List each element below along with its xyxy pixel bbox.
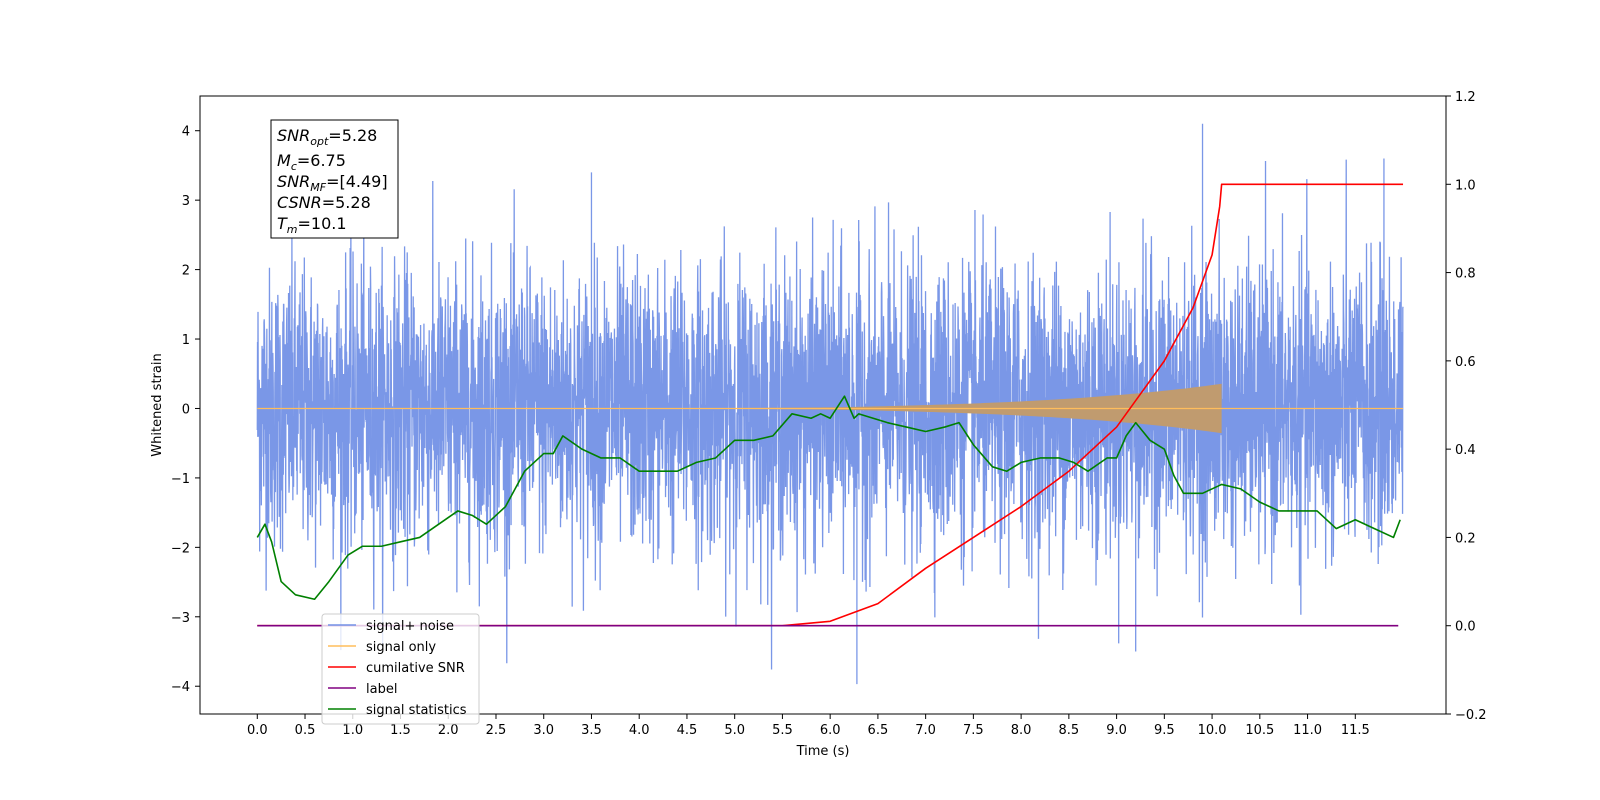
y-tick-label: −3 [171,611,190,626]
legend-label-signal-only: signal only [366,640,436,655]
info-box-frame [270,119,399,239]
y-tick-label: −1 [171,472,190,487]
x-tick-label: 4.5 [677,723,698,738]
plot-frame [199,95,1447,715]
y-tick-label: −2 [171,541,190,556]
x-tick-label: 7.5 [963,723,984,738]
y-tick-label: 0 [182,402,190,417]
info-csnr: CSNR=5.28 [277,193,371,212]
x-tick-label: 1.5 [390,723,411,738]
x-tick-label: 3.0 [533,723,554,738]
y-axis-left: 4 3 2 1 0 −1 −2 −3 −4 [171,125,200,695]
legend-label-cumulative-snr: cumilative SNR [366,661,465,676]
x-tick-label: 4.0 [629,723,650,738]
y-tick-label: 3 [182,194,190,209]
legend-label-signal-noise: signal+ noise [366,619,454,634]
y2-tick-label: 0.2 [1455,531,1476,546]
info-snr-mf: SNRMF=[4.49] [277,172,388,194]
x-tick-label: 9.5 [1154,723,1175,738]
info-box: SNRopt=5.28 Mc=6.75 SNRMF=[4.49] CSNR=5.… [270,119,399,239]
x-tick-label: 0.5 [295,723,316,738]
y2-tick-label: 0.4 [1455,443,1476,458]
series-signal-statistics [256,395,1401,601]
x-axis-label: Time (s) [796,744,850,759]
y-tick-label: 4 [182,125,190,140]
x-tick-label: 7.0 [915,723,936,738]
legend: signal+ noise signal only cumilative SNR… [321,613,480,725]
y-tick-label: 1 [182,333,190,348]
info-tm: Tm=10.1 [277,214,347,236]
y2-tick-label: 1.2 [1455,90,1476,105]
x-tick-label: 6.5 [868,723,889,738]
y-tick-label: −4 [171,680,190,695]
x-tick-label: 0.0 [247,723,268,738]
info-mc: Mc=6.75 [277,151,346,173]
legend-label-signal-statistics: signal statistics [366,703,467,718]
y2-tick-label: 0.6 [1455,355,1476,370]
x-tick-label: 1.0 [342,723,363,738]
x-tick-label: 6.0 [820,723,841,738]
y2-tick-label: 1.0 [1455,178,1476,193]
x-tick-label: 11.5 [1341,723,1370,738]
x-tick-label: 10.0 [1198,723,1227,738]
series-layer [256,123,1404,685]
y-axis-right: 1.2 1.0 0.8 0.6 0.4 0.2 0.0 −0.2 [1446,90,1487,723]
y2-tick-label: 0.8 [1455,267,1476,282]
series-cumulative-snr [257,183,1404,627]
y2-tick-label: −0.2 [1455,708,1487,723]
legend-label-label: label [366,682,397,697]
x-tick-label: 2.5 [486,723,507,738]
legend-frame [321,613,480,725]
y2-tick-label: 0.0 [1455,620,1476,635]
x-tick-label: 5.5 [772,723,793,738]
x-tick-label: 8.5 [1059,723,1080,738]
series-signal-noise [256,123,1404,685]
x-tick-label: 2.0 [438,723,459,738]
x-tick-label: 8.0 [1011,723,1032,738]
y-tick-label: 2 [182,264,190,279]
x-tick-label: 9.0 [1106,723,1127,738]
x-tick-label: 5.0 [724,723,745,738]
x-axis: 0.0 0.5 1.0 1.5 2.0 2.5 3.0 3.5 4.0 4.5 5.0 5.5 6.0 6… [247,714,1370,738]
x-tick-label: 10.5 [1245,723,1274,738]
info-snr-opt: SNRopt=5.28 [277,126,377,148]
x-tick-label: 11.0 [1293,723,1322,738]
x-tick-label: 3.5 [581,723,602,738]
y-axis-label: Whitened strain [150,353,165,456]
